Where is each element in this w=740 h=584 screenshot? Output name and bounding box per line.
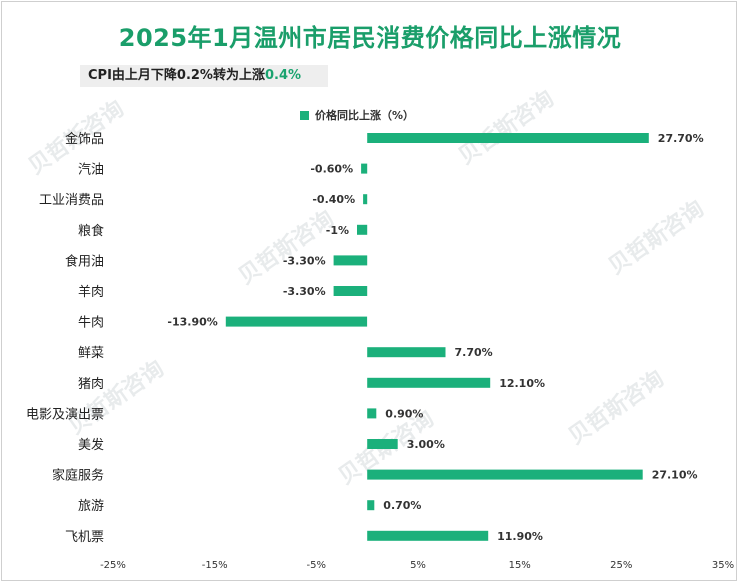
legend-label: 价格同比上涨（%） [315, 109, 415, 122]
legend-swatch [300, 110, 309, 120]
value-labels-group: 27.70% -0.60% -0.40% -1% -3.30% -3.30% -13.90%… [167, 132, 703, 543]
category-label: 工业消费品 [39, 193, 104, 208]
category-label: 羊肉 [78, 284, 104, 300]
value-label: -0.60% [310, 163, 353, 176]
x-tick-label: 25% [610, 560, 632, 571]
legend: 价格同比上涨（%） [300, 107, 414, 123]
value-label: -13.90% [167, 316, 217, 329]
category-label: 旅游 [78, 499, 104, 514]
bar [363, 194, 368, 205]
category-label: 金饰品 [65, 131, 104, 147]
subtitle-prefix: CPI由上月下降0.2%转为上涨 [88, 68, 265, 83]
value-label: -3.30% [283, 285, 326, 298]
value-label: -3.30% [283, 254, 326, 267]
bar [367, 347, 446, 358]
value-label: 27.70% [658, 132, 704, 145]
x-tick-label: -25% [100, 560, 126, 571]
bar [225, 316, 368, 327]
category-label: 牛肉 [78, 316, 104, 331]
category-label: 美发 [78, 437, 104, 453]
category-label: 粮食 [78, 223, 104, 239]
bar [361, 163, 368, 174]
bars-group [225, 133, 649, 541]
category-label: 电影及演出票 [26, 406, 104, 422]
value-label: 27.10% [652, 469, 698, 482]
value-label: 0.70% [383, 499, 421, 512]
bar [367, 530, 489, 541]
chart-title: 2025年1月温州市居民消费价格同比上涨情况 [118, 24, 622, 52]
bar [367, 408, 377, 419]
x-tick-label: -5% [307, 560, 326, 571]
x-tick-label: -15% [202, 560, 228, 571]
category-label: 猪肉 [78, 377, 104, 392]
value-label: -1% [326, 224, 349, 237]
value-label: 11.90% [497, 530, 543, 543]
category-label: 飞机票 [65, 530, 104, 545]
subtitle-box: CPI由上月下降0.2%转为上涨0.4% [80, 65, 328, 87]
category-label: 鲜菜 [78, 346, 104, 361]
x-tick-label: 5% [410, 560, 426, 571]
category-label: 家庭服务 [52, 468, 104, 484]
value-label: 3.00% [407, 438, 445, 451]
subtitle-highlight: 0.4% [264, 68, 302, 83]
value-label: 0.90% [385, 407, 423, 420]
value-label: 12.10% [499, 377, 545, 390]
x-tick-label: 35% [712, 560, 734, 571]
category-label: 食用油 [65, 253, 104, 269]
bar [333, 255, 368, 266]
value-label: 7.70% [455, 346, 493, 359]
bar [333, 286, 368, 296]
category-label: 汽油 [78, 163, 104, 178]
value-label: -0.40% [312, 193, 355, 206]
bar [367, 469, 643, 480]
bar [367, 500, 375, 511]
x-tick-label: 15% [509, 560, 531, 571]
bar [367, 439, 398, 449]
bar [367, 377, 491, 388]
x-tick-labels-group: -25% -15% -5% 5% 15% 25% 35% [100, 560, 734, 571]
bar [367, 133, 649, 143]
bar [357, 224, 368, 235]
